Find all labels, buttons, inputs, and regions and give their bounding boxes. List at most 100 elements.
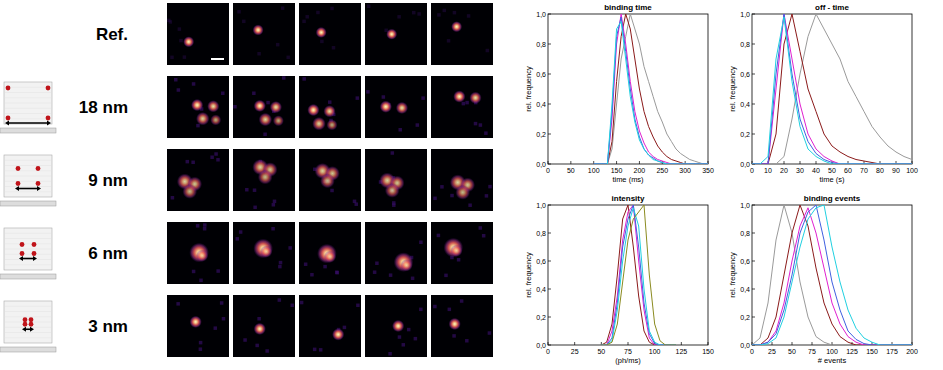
noise-pixel	[356, 96, 360, 100]
image-background	[431, 3, 493, 65]
origami-line	[4, 113, 52, 114]
x-tick-label: 90	[892, 167, 900, 174]
image-background	[233, 222, 295, 284]
noise-pixel	[288, 246, 292, 250]
origami-line	[4, 332, 52, 333]
fluorescent-spot	[270, 101, 282, 113]
noise-pixel	[356, 304, 360, 308]
noise-pixel	[479, 226, 483, 230]
fluorescent-spot	[326, 119, 337, 130]
noise-pixel	[203, 227, 207, 231]
noise-pixel	[443, 9, 447, 13]
x-tick-label: 50	[567, 167, 575, 174]
distance-arrow	[8, 122, 48, 124]
chart: intensity02550751001251500,00,20,40,60,8…	[524, 194, 714, 365]
noise-pixel	[245, 188, 249, 192]
origami-line	[4, 233, 52, 234]
noise-pixel	[330, 189, 334, 193]
noise-pixel	[397, 15, 401, 19]
image-background	[233, 295, 295, 357]
image-background	[233, 149, 295, 211]
fluorescent-spot	[392, 320, 404, 332]
dye-site	[23, 322, 28, 327]
y-axis-label: rel. frequency	[524, 66, 533, 112]
noise-pixel	[170, 56, 174, 60]
origami-line	[4, 176, 52, 177]
noise-pixel	[328, 100, 332, 104]
origami-line	[4, 92, 52, 93]
noise-pixel	[440, 185, 444, 189]
dye-site	[29, 317, 34, 322]
x-tick-label: 0	[546, 348, 550, 355]
noise-pixel	[199, 347, 203, 351]
origami-line	[4, 337, 52, 338]
microscopy-image	[299, 76, 361, 138]
noise-pixel	[169, 20, 173, 24]
noise-pixel	[278, 265, 282, 269]
noise-pixel	[214, 152, 218, 156]
fluorescent-spot	[443, 238, 463, 258]
x-tick-label: 200	[906, 348, 918, 355]
y-tick	[752, 233, 755, 234]
y-tick	[548, 345, 551, 346]
image-background	[365, 222, 427, 284]
image-background	[299, 295, 361, 357]
microscopy-image	[365, 222, 427, 284]
x-tick-label: 150	[611, 167, 623, 174]
y-tick	[752, 205, 755, 206]
y-tick	[548, 289, 551, 290]
arrow-head	[15, 186, 41, 191]
fluorescent-spot	[259, 113, 273, 127]
noise-pixel	[305, 15, 309, 19]
noise-pixel	[419, 240, 423, 244]
x-tick-label: 100	[649, 348, 661, 355]
image-background	[167, 76, 229, 138]
origami-line	[4, 191, 52, 192]
fluorescent-spot	[451, 21, 462, 32]
y-tick	[548, 74, 551, 75]
x-tick	[639, 161, 640, 164]
microscopy-image	[431, 76, 493, 138]
data-group	[752, 205, 912, 345]
noise-pixel	[452, 334, 456, 338]
image-background	[365, 3, 427, 65]
y-tick	[752, 74, 755, 75]
y-tick	[752, 44, 755, 45]
x-tick-label: 50	[597, 348, 605, 355]
series-line	[752, 14, 912, 164]
series-line	[752, 14, 912, 164]
origami-line	[4, 103, 52, 104]
image-background	[167, 222, 229, 284]
noise-pixel	[373, 270, 377, 274]
x-axis-label: time (ms)	[612, 175, 644, 184]
noise-pixel	[462, 102, 466, 106]
arrow-head	[19, 256, 37, 261]
microscopy-image	[431, 222, 493, 284]
noise-pixel	[290, 304, 294, 308]
noise-pixel	[335, 270, 339, 274]
dye-site	[16, 166, 21, 171]
noise-pixel	[216, 158, 220, 162]
origami-sheet	[4, 228, 52, 270]
image-background	[431, 222, 493, 284]
series-line	[594, 14, 708, 164]
origami-line	[4, 249, 52, 250]
x-tick-label: 100	[906, 167, 918, 174]
y-tick-label: 0,0	[536, 342, 546, 349]
noise-pixel	[304, 262, 308, 266]
x-tick-label: 150	[702, 348, 714, 355]
fluorescent-spot	[196, 249, 208, 261]
origami-line	[4, 160, 52, 161]
noise-pixel	[257, 52, 261, 56]
y-tick-label: 0,8	[536, 230, 546, 237]
noise-pixel	[343, 326, 347, 330]
x-tick	[681, 342, 682, 345]
fluorescent-spot	[253, 239, 273, 259]
noise-pixel	[382, 95, 386, 99]
plot-frame	[548, 205, 708, 345]
noise-pixel	[448, 308, 452, 312]
chart: binding events02550751001251501752000,00…	[728, 194, 918, 365]
y-tick	[548, 104, 551, 105]
image-background	[431, 295, 493, 357]
image-background	[167, 3, 229, 65]
